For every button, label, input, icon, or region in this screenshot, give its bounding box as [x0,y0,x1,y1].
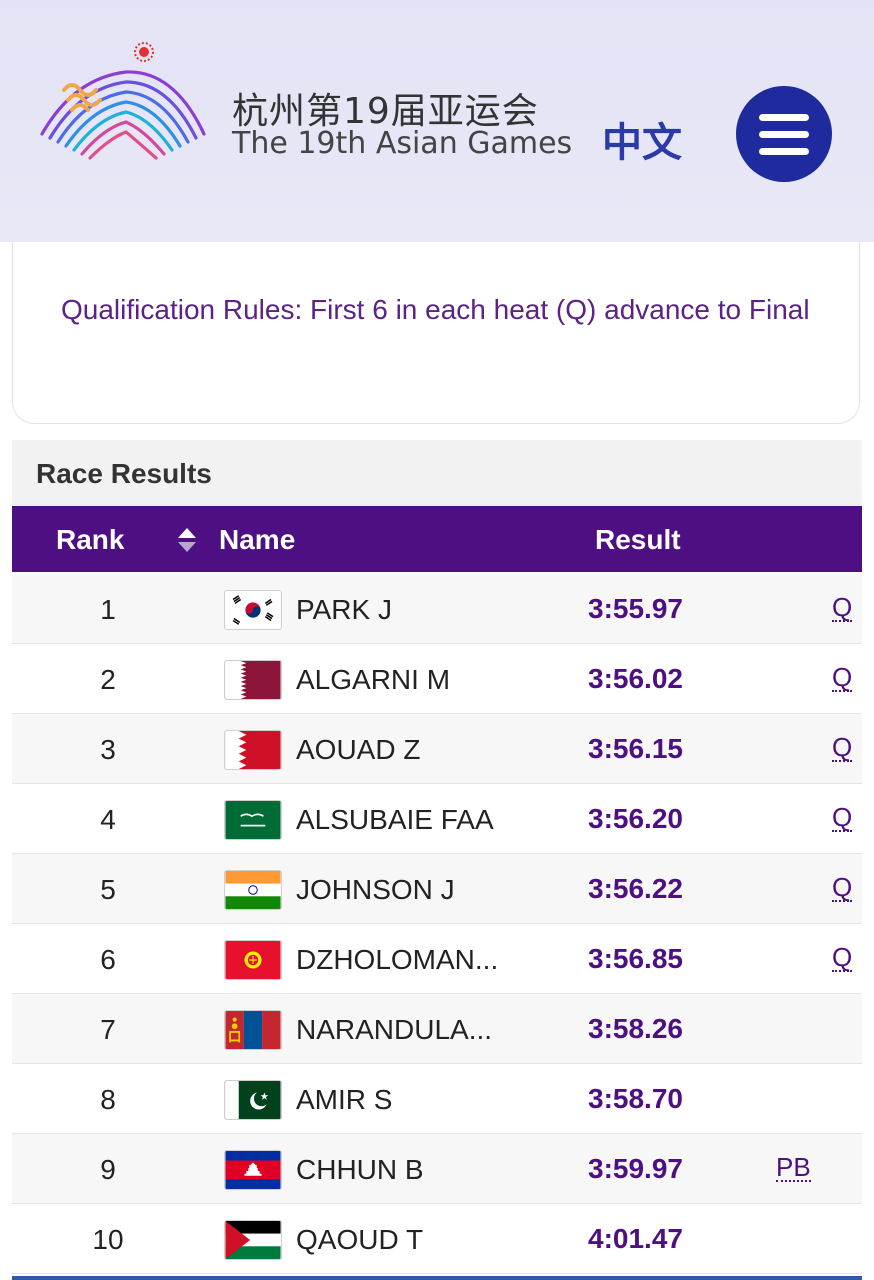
india-flag-icon [224,870,282,910]
korea-flag-icon [224,590,282,630]
result-time: 3:59.97 [588,1153,683,1184]
sun-icon [134,42,154,62]
sort-arrows-icon[interactable] [176,526,198,554]
language-switch-button[interactable]: 中文 [602,120,682,166]
rank-cell: 10 [92,1224,124,1255]
qualification-mark[interactable]: Q [832,732,853,762]
result-time: 3:58.26 [588,1013,683,1044]
athlete-name-link[interactable]: PARK J [296,594,392,625]
table-row[interactable]: 3 AOUAD Z 3:56.15 Q [12,714,862,784]
hamburger-menu-icon-bar [759,131,809,138]
result-time: 4:01.47 [588,1223,683,1254]
menu-button[interactable] [736,86,832,182]
palestine-flag-icon [224,1220,282,1260]
rank-cell: 5 [100,874,116,905]
qualification-mark[interactable]: Q [832,942,853,972]
rank-cell: 4 [100,804,116,835]
qualification-mark[interactable]: Q [832,802,853,832]
mongolia-flag-icon [224,1010,282,1050]
athlete-name-link[interactable]: QAOUD T [296,1224,424,1255]
table-row[interactable]: 8 AMIR S 3:58.70 [12,1064,862,1134]
hamburger-menu-icon [759,114,809,121]
table-row[interactable]: 1 PARK J 3:55.97 Q [12,574,862,644]
qualification-rules-card: Qualification Rules: First 6 in each hea… [12,242,860,424]
qatar-flag-icon [224,660,282,700]
race-results-heading-bar: Race Results [12,440,862,506]
hamburger-menu-icon-bar [759,148,809,155]
bahrain-flag-icon [224,730,282,770]
athlete-name-link[interactable]: AOUAD Z [296,734,421,765]
athlete-name-link[interactable]: CHHUN B [296,1154,424,1185]
table-row[interactable]: 10 QAOUD T 4:01.47 [12,1204,862,1274]
result-time: 3:56.20 [588,803,683,834]
table-row[interactable]: 6 DZHOLOMAN... 3:56.85 Q [12,924,862,994]
site-header: 杭州第19届亚运会 The 19th Asian Games 中文 [0,0,874,242]
asian-games-logo-icon[interactable] [34,38,210,166]
qualification-mark[interactable]: Q [832,662,853,692]
rank-cell: 6 [100,944,116,975]
table-row[interactable]: 9 CHHUN B 3:59.97 PB [12,1134,862,1204]
qualification-mark[interactable]: PB [776,1152,811,1182]
column-header-rank[interactable]: Rank [56,524,125,555]
results-table-header: Rank Name Result [12,506,862,572]
result-time: 3:56.15 [588,733,683,764]
athlete-name-link[interactable]: DZHOLOMAN... [296,944,499,975]
column-header-result[interactable]: Result [595,524,681,555]
athlete-name-link[interactable]: ALGARNI M [296,664,451,695]
result-time: 3:56.85 [588,943,683,974]
cambodia-flag-icon [224,1150,282,1190]
table-row[interactable]: 7 NARANDULA... 3:58.26 [12,994,862,1064]
rank-cell: 2 [100,664,116,695]
kyrgyzstan-flag-icon [224,940,282,980]
logo-title-chinese: 杭州第19届亚运会 [232,91,539,132]
rank-cell: 8 [100,1084,116,1115]
rank-cell: 7 [100,1014,116,1045]
rank-cell: 1 [100,594,116,625]
athlete-name-link[interactable]: ALSUBAIE FAA [296,804,494,835]
qualification-mark[interactable]: Q [832,872,853,902]
athlete-name-link[interactable]: NARANDULA... [296,1014,493,1045]
race-results-title: Race Results [36,458,212,489]
rank-cell: 9 [100,1154,116,1185]
rank-cell: 3 [100,734,116,765]
table-bottom-border [12,1276,862,1280]
pakistan-flag-icon [224,1080,282,1120]
results-table-body: 1 PARK J 3:55.97 Q 2 ALGARNI M 3:56.02 Q 3 AOUAD … [12,574,862,1274]
table-row[interactable]: 4 ALSUBAIE FAA 3:56.20 Q [12,784,862,854]
column-header-name[interactable]: Name [219,524,296,555]
result-time: 3:56.02 [588,663,683,694]
qualification-mark[interactable]: Q [832,592,853,622]
result-time: 3:56.22 [588,873,683,904]
table-row[interactable]: 2 ALGARNI M 3:56.02 Q [12,644,862,714]
table-row[interactable]: 5 JOHNSON J 3:56.22 Q [12,854,862,924]
saudi-arabia-flag-icon [224,800,282,840]
result-time: 3:58.70 [588,1083,683,1114]
logo-title-english: The 19th Asian Games [232,126,573,161]
athlete-name-link[interactable]: JOHNSON J [296,874,455,905]
result-time: 3:55.97 [588,593,683,624]
athlete-name-link[interactable]: AMIR S [296,1084,393,1115]
qualification-rules-text: Qualification Rules: First 6 in each hea… [61,294,810,325]
